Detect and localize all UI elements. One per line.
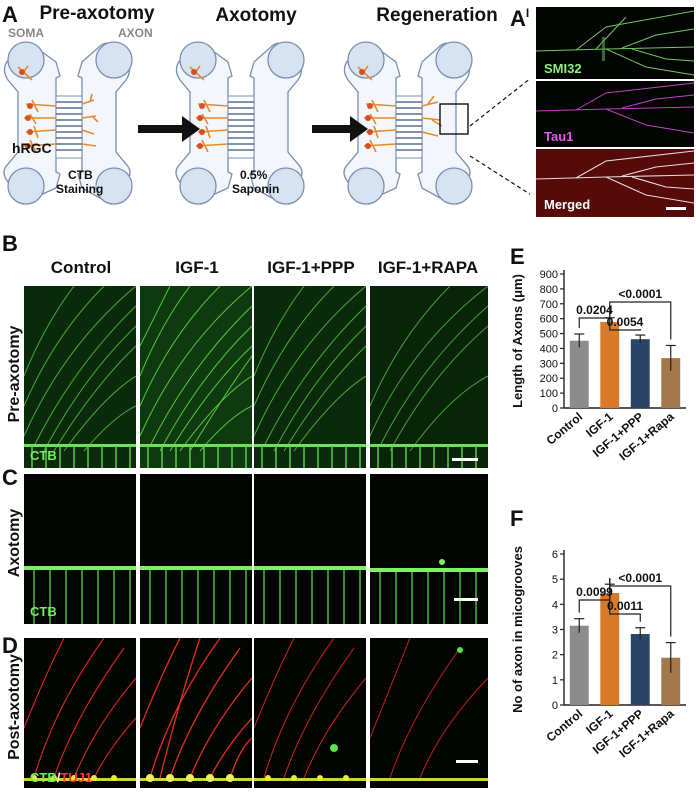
chart-f-y-tick-label-2: 2	[552, 650, 558, 662]
panel-label-e: E	[510, 244, 525, 269]
chart-f-p-value-1: 0.0011	[607, 599, 643, 613]
chart-f-bar-3	[661, 657, 681, 705]
row-label-axotomy: Axotomy	[6, 508, 23, 578]
schematic-soma-label: SOMA	[8, 26, 44, 40]
panel-label-a-prime: AI	[510, 6, 529, 32]
chart-f-bar-1	[600, 593, 620, 705]
column-header-igf1-rapa: IGF-1+RAPA	[377, 258, 479, 277]
chart-e-p-value-0: 0.0204	[576, 303, 613, 317]
chart-e-y-label: Length of Axons (μm)	[510, 274, 525, 408]
schematic-diagram	[3, 41, 530, 205]
aprime-tau1-image: Tau1	[536, 81, 694, 147]
post-stain-label-ctb: CTB	[30, 770, 57, 785]
chart-e-bracket-2	[609, 301, 672, 340]
chart-e-bar-2	[630, 339, 650, 408]
image-axo-igf1-rapa	[370, 474, 488, 624]
chart-f-y-tick-label-1: 1	[552, 675, 558, 687]
image-pre-igf1-rapa	[370, 286, 488, 468]
schematic-hrgc-label: hRGC	[12, 140, 52, 156]
chart-f-bracket-2	[609, 578, 672, 637]
chart-e-bar-0	[569, 340, 589, 408]
chart-f-y-tick-label-4: 4	[552, 599, 558, 611]
column-header-control: Control	[50, 258, 112, 277]
schematic-staining-label: Staining	[56, 182, 104, 196]
image-post-igf1-ppp	[254, 638, 366, 788]
ctb-label-pre: CTB	[30, 448, 57, 463]
image-post-igf1	[140, 638, 252, 788]
image-axo-igf1	[140, 474, 252, 624]
chart-e-bracket-1	[609, 311, 641, 331]
chart-e-y-tick-label-2: 200	[540, 373, 558, 385]
chart-e-y-tick-label-6: 600	[540, 314, 558, 326]
chart-f-y-tick-label-5: 5	[552, 574, 558, 586]
panel-label-f: F	[510, 506, 524, 531]
chart-f-bar-0	[569, 625, 589, 705]
schematic-title-regeneration: Regeneration	[376, 5, 498, 26]
schematic-title-axotomy: Axotomy	[215, 5, 297, 26]
row-label-post-axotomy: Post-axotomy	[6, 654, 23, 760]
post-stain-label: CTB/TUJ1	[30, 770, 92, 785]
schematic-saponin-label: Saponin	[232, 182, 280, 196]
chart-e-p-value-1: 0.0054	[607, 315, 644, 329]
image-pre-igf1	[140, 286, 252, 468]
image-post-igf1-rapa	[370, 638, 488, 788]
panel-label-a-prime-letter: A	[510, 6, 526, 31]
chart-f-y-tick-label-3: 3	[552, 625, 558, 637]
chart-f-y-tick-label-0: 0	[552, 700, 558, 712]
aprime-smi32-image: SMI32	[536, 7, 694, 79]
panel-label-a: A	[2, 2, 18, 27]
chart-e-y-tick-label-4: 400	[540, 343, 558, 355]
panel-label-c: C	[2, 465, 18, 490]
chart-e-y-tick-label-1: 100	[540, 388, 558, 400]
aprime-merged-image: Merged	[536, 149, 694, 217]
post-stain-label-tuj1: TUJ1	[60, 770, 93, 785]
chart-f-y-tick-label-6: 6	[552, 549, 558, 561]
chart-e-p-value-2: <0.0001	[618, 287, 662, 301]
image-post-control: CTB/TUJ1	[24, 638, 136, 788]
chart-e-category-label-0: Control	[544, 410, 586, 448]
panel-label-a-prime-mark: I	[525, 6, 530, 20]
chart-e-y-tick-label-0: 0	[552, 403, 558, 415]
chart-f-p-value-2: <0.0001	[618, 571, 662, 585]
aprime-smi32-label: SMI32	[544, 61, 582, 76]
chart-f-bar-2	[630, 634, 650, 705]
chart-e-y-tick-label-5: 500	[540, 329, 558, 341]
image-axo-control: CTB	[24, 474, 136, 624]
aprime-tau1-label: Tau1	[544, 129, 574, 144]
chart-axon-length: 0 100 200 300 400 500 600 700 800 900 Length of Ax…	[510, 269, 686, 463]
panel-label-b: B	[2, 231, 18, 256]
aprime-merged-label: Merged	[544, 197, 591, 212]
panel-label-d: D	[2, 633, 18, 658]
column-header-igf1: IGF-1	[175, 258, 219, 277]
chart-e-bar-3	[661, 358, 681, 408]
chart-f-p-value-0: 0.0099	[576, 585, 613, 599]
chart-e-y-tick-label-8: 800	[540, 284, 558, 296]
schematic-title-pre-axotomy: Pre-axotomy	[39, 3, 155, 24]
image-pre-control: CTB	[24, 286, 136, 468]
post-stain-label-sep: /	[56, 770, 61, 785]
chart-f-category-label-0: Control	[544, 707, 586, 745]
schematic-axon-label: AXON	[118, 26, 153, 40]
chart-f-bracket-1	[609, 578, 641, 622]
image-pre-igf1-ppp	[254, 286, 366, 468]
schematic-saponin-pct-label: 0.5%	[240, 168, 268, 182]
ctb-label-axo: CTB	[30, 604, 57, 619]
column-header-igf1-ppp: IGF-1+PPP	[267, 258, 355, 277]
chart-f-y-label: No of axon in micogrooves	[510, 546, 525, 713]
chart-e-y-tick-label-9: 900	[540, 269, 558, 281]
chart-e-y-tick-label-3: 300	[540, 358, 558, 370]
chart-e-y-tick-label-7: 700	[540, 299, 558, 311]
chart-e-bar-1	[600, 321, 620, 408]
image-axo-igf1-ppp	[254, 474, 366, 624]
row-label-pre-axotomy: Pre-axotomy	[6, 325, 23, 423]
schematic-ctb-label: CTB	[68, 168, 93, 182]
